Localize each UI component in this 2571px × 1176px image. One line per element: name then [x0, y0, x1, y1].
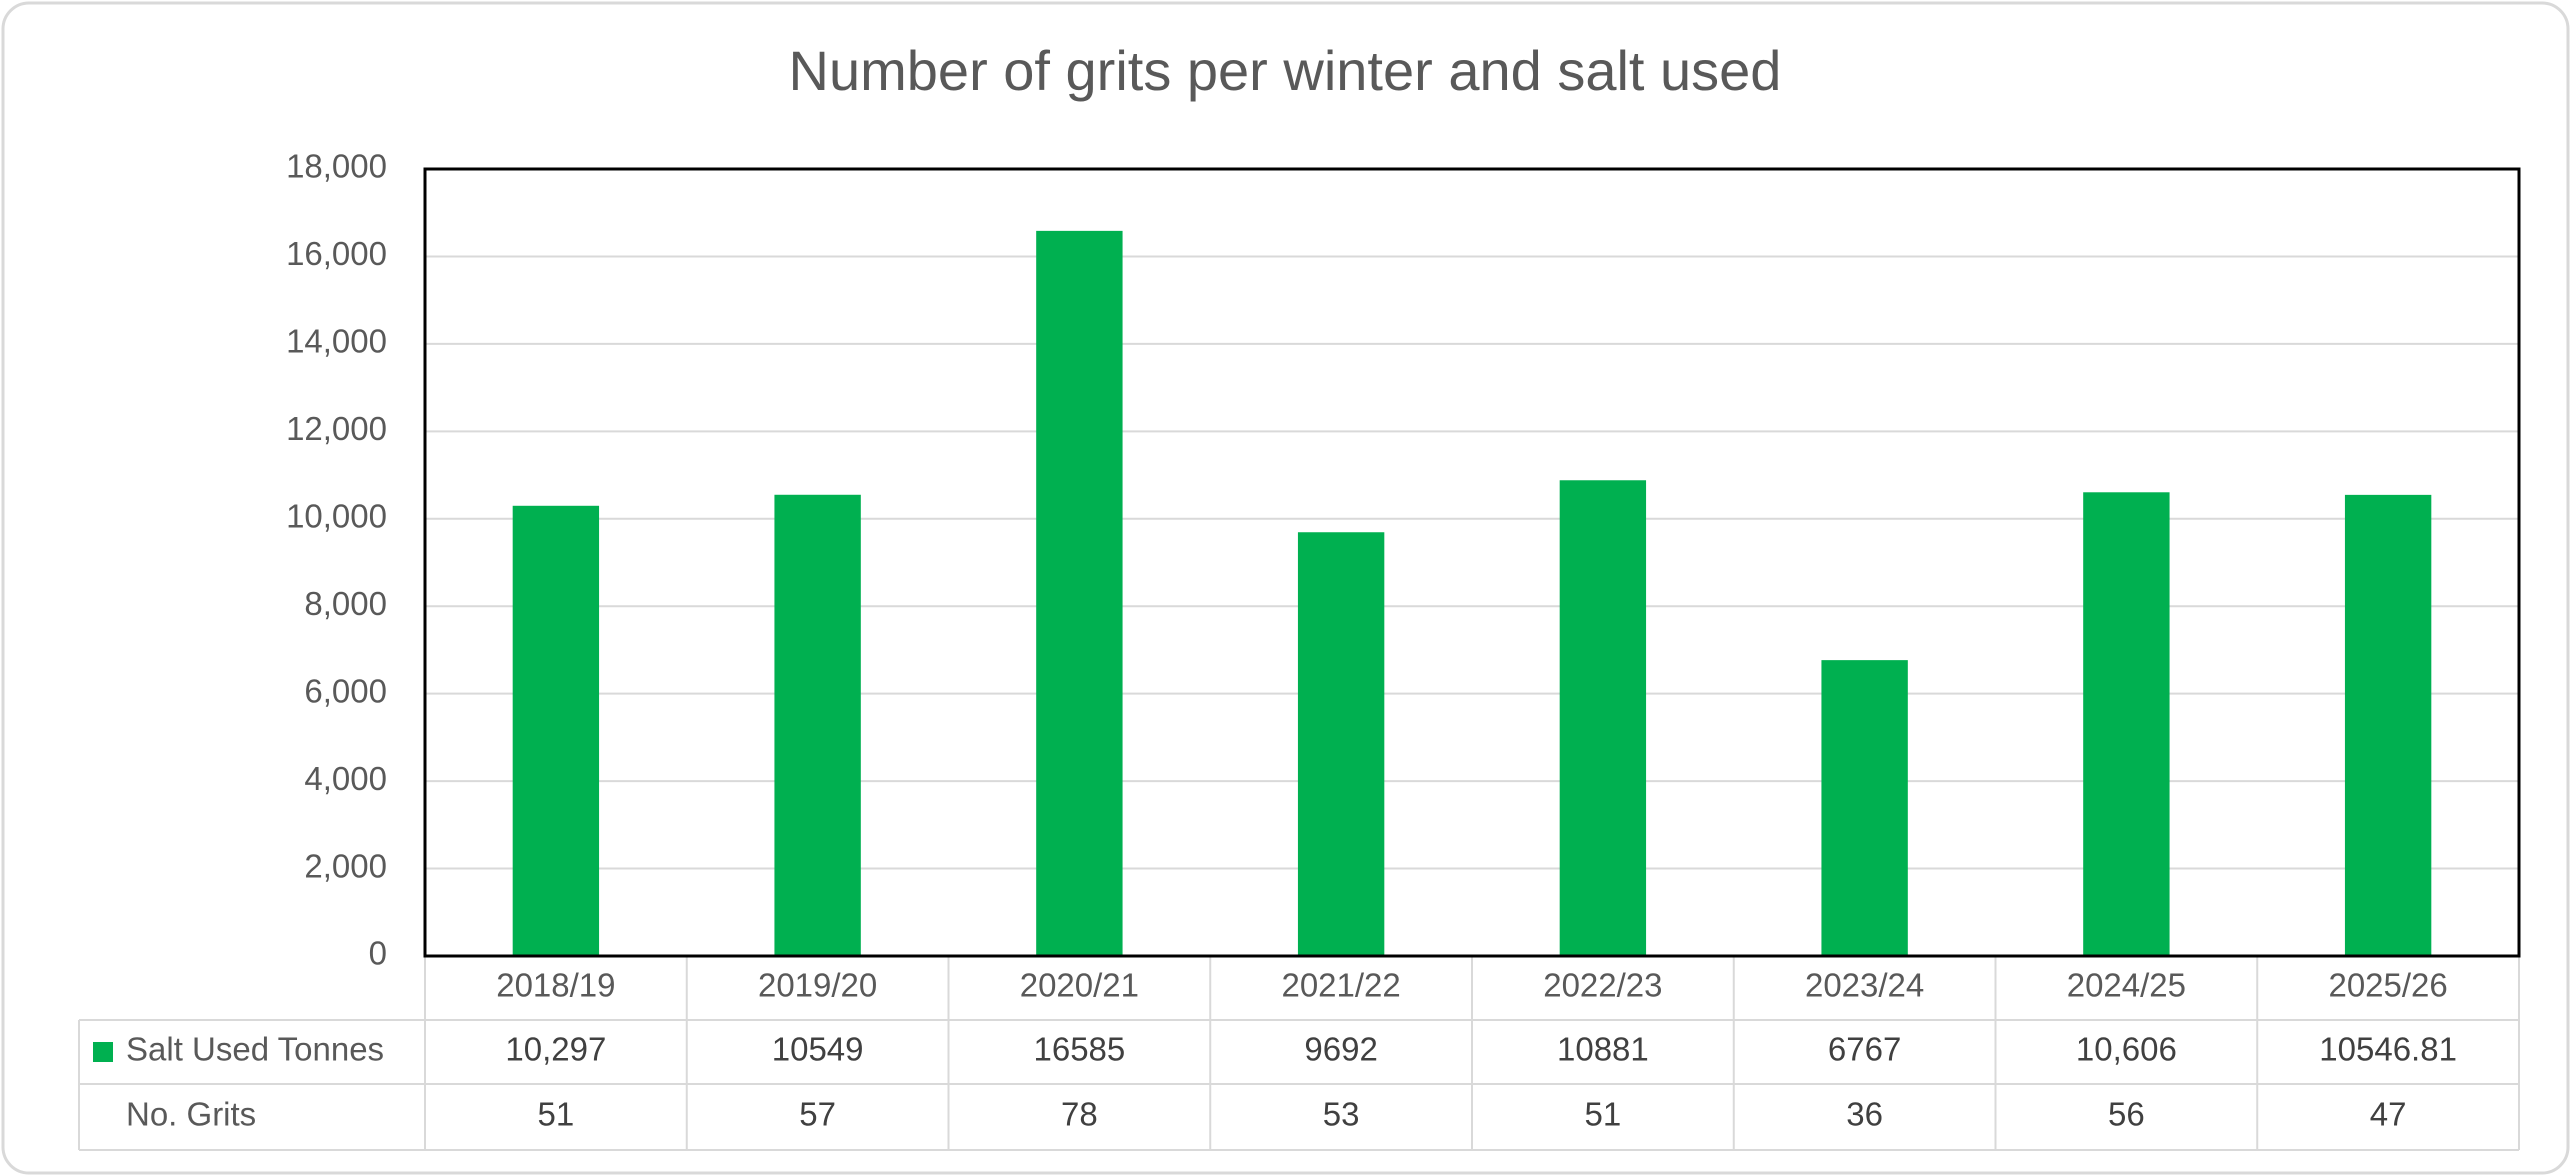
table-value: 51 [1585, 1096, 1622, 1133]
table-value: 51 [538, 1096, 575, 1133]
x-tick-label: 2019/20 [758, 967, 877, 1004]
x-tick-label: 2018/19 [496, 967, 615, 1004]
y-tick-label: 4,000 [304, 760, 387, 797]
table-value: 10,606 [2076, 1031, 2177, 1068]
y-tick-label: 18,000 [286, 148, 387, 185]
table-value: 10546.81 [2319, 1031, 2457, 1068]
y-tick-label: 10,000 [286, 497, 387, 534]
legend-label: No. Grits [126, 1096, 256, 1133]
y-tick-label: 12,000 [286, 410, 387, 447]
bar [1297, 532, 1385, 956]
y-tick-label: 8,000 [304, 585, 387, 622]
bar [774, 494, 861, 956]
table-value: 9692 [1304, 1031, 1377, 1068]
y-tick-label: 0 [369, 935, 387, 972]
table-value: 57 [799, 1096, 836, 1133]
plot-border [423, 167, 2521, 958]
bar [1559, 480, 1647, 956]
table-value: 10549 [772, 1031, 864, 1068]
bar [2083, 492, 2170, 956]
table-value: 16585 [1033, 1031, 1125, 1068]
table-value: 56 [2108, 1096, 2145, 1133]
table-value: 10,297 [505, 1031, 606, 1068]
y-tick-label: 14,000 [286, 323, 387, 360]
x-tick-label: 2021/22 [1281, 967, 1400, 1004]
chart-title: Number of grits per winter and salt used [789, 39, 1782, 102]
x-tick-label: 2022/23 [1543, 967, 1662, 1004]
table-value: 78 [1061, 1096, 1098, 1133]
bar [2344, 494, 2432, 956]
y-tick-label: 2,000 [304, 847, 387, 884]
y-tick-label: 6,000 [304, 672, 387, 709]
table-value: 10881 [1557, 1031, 1649, 1068]
x-tick-label: 2024/25 [2067, 967, 2186, 1004]
table-value: 47 [2370, 1096, 2407, 1133]
y-tick-label: 16,000 [286, 235, 387, 272]
bar [512, 505, 600, 956]
bar [1036, 230, 1123, 956]
legend-label: Salt Used Tonnes [126, 1031, 384, 1068]
bar [1821, 660, 1908, 956]
x-tick-label: 2025/26 [2328, 967, 2447, 1004]
legend-key [93, 1042, 113, 1062]
table-value: 6767 [1828, 1031, 1901, 1068]
table-value: 53 [1323, 1096, 1360, 1133]
table-value: 36 [1846, 1096, 1883, 1133]
x-tick-label: 2020/21 [1020, 967, 1139, 1004]
x-tick-label: 2023/24 [1805, 967, 1924, 1004]
